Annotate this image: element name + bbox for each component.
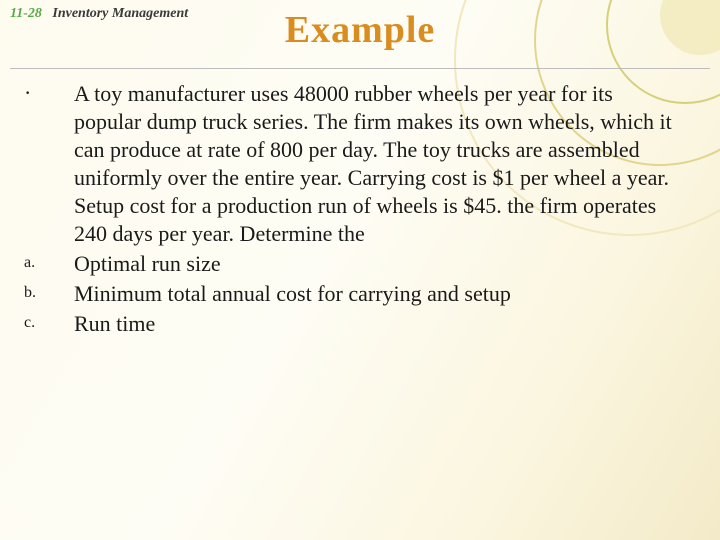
list-item: c. Run time — [24, 310, 684, 338]
slide: 11-28 Inventory Management Example · A t… — [0, 0, 720, 540]
list-marker: a. — [24, 250, 74, 278]
list-text: Minimum total annual cost for carrying a… — [74, 280, 684, 308]
horizontal-rule — [10, 68, 710, 69]
main-text: A toy manufacturer uses 48000 rubber whe… — [74, 80, 684, 248]
slide-title: Example — [0, 8, 720, 52]
list-item: b. Minimum total annual cost for carryin… — [24, 280, 684, 308]
main-bullet: · A toy manufacturer uses 48000 rubber w… — [24, 80, 684, 248]
bullet-icon: · — [24, 80, 74, 248]
slide-body: · A toy manufacturer uses 48000 rubber w… — [24, 80, 684, 339]
list-text: Optimal run size — [74, 250, 684, 278]
list-item: a. Optimal run size — [24, 250, 684, 278]
list-marker: b. — [24, 280, 74, 308]
list-text: Run time — [74, 310, 684, 338]
list-marker: c. — [24, 310, 74, 338]
